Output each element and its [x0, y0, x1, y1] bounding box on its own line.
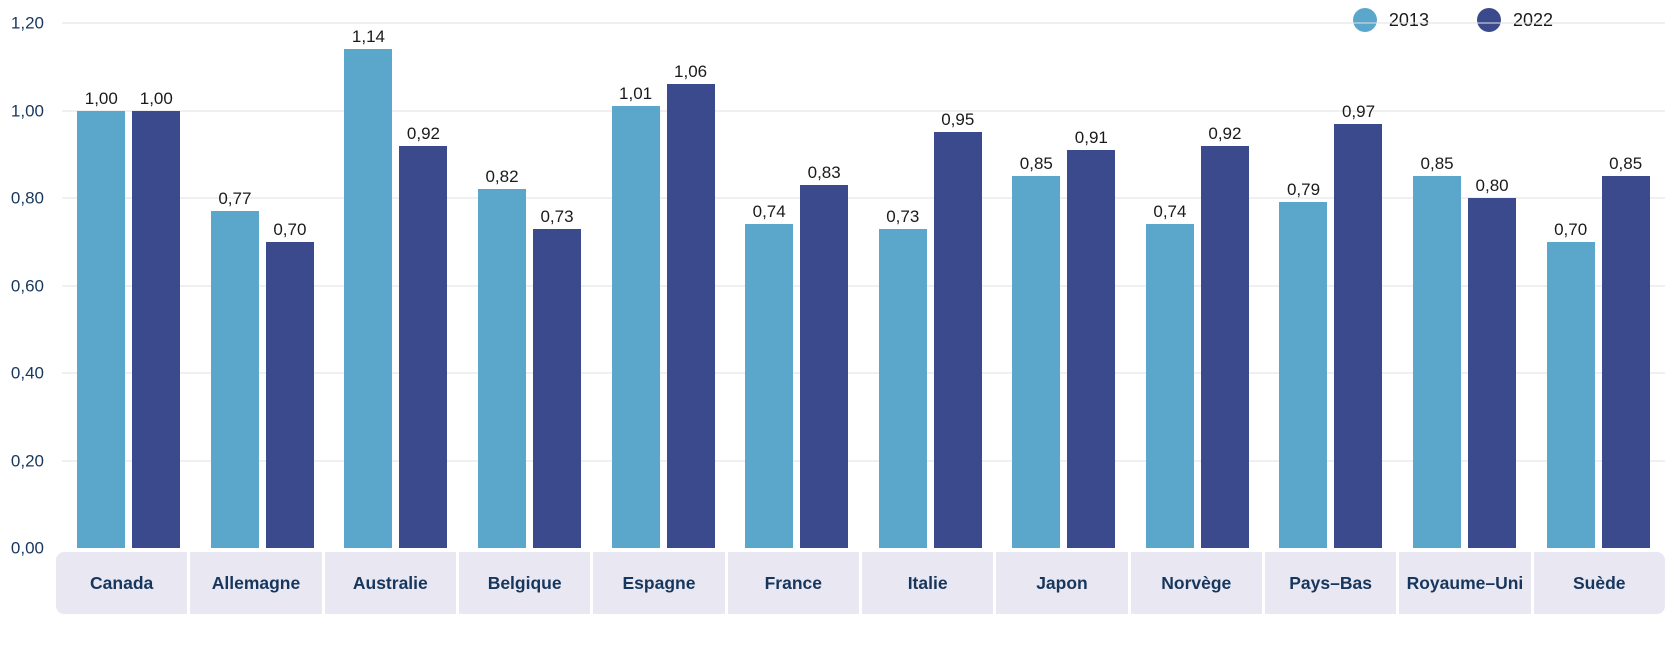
y-tick-label: 0,00 — [10, 538, 44, 558]
bar-value-label: 0,85 — [1609, 154, 1643, 174]
bar-group: 0,85 0,91 — [997, 23, 1131, 548]
bar-value-label: 0,97 — [1341, 101, 1376, 121]
legend: 2013 2022 — [1352, 8, 1553, 32]
bar-value-label: 0,85 — [1019, 154, 1053, 174]
y-tick-label: 0,20 — [10, 451, 44, 470]
bar-value-label: 0,80 — [1475, 176, 1509, 195]
bar-2013: 1,14 — [344, 28, 393, 548]
bar-2022: 0,85 — [1601, 155, 1650, 548]
legend-item-2022: 2022 — [1476, 8, 1553, 32]
category-label: Belgique — [458, 552, 591, 614]
bar-2022: 0,73 — [533, 208, 582, 548]
bars-container: 1,00 1,00 0,77 0,70 1,14 0,92 0,82 0,73 1,01 1,06… — [62, 23, 1665, 548]
bar-group: 0,85 0,80 — [1398, 23, 1532, 548]
bar-2013: 1,01 — [611, 85, 660, 548]
gridline — [62, 197, 1665, 199]
bar-2013: 0,85 — [1012, 155, 1061, 548]
category-label: Italie — [861, 552, 994, 614]
bar-value-label: 0,70 — [273, 219, 307, 239]
bar-group: 0,79 0,97 — [1264, 23, 1398, 548]
bar-group: 1,00 1,00 — [62, 23, 196, 548]
gridline — [62, 22, 1665, 24]
bar-group: 0,73 0,95 — [863, 23, 997, 548]
gridline — [62, 460, 1665, 461]
y-tick-label: 1,20 — [10, 13, 44, 33]
bar-2013: 0,79 — [1279, 181, 1328, 548]
bar-group: 1,14 0,92 — [329, 23, 463, 548]
category-label: Japon — [996, 552, 1128, 614]
bar-2013: 0,74 — [745, 203, 794, 548]
bar-value-label: 0,74 — [1153, 202, 1187, 222]
category-label: Pays–Bas — [1264, 552, 1397, 614]
bar-value-label: 1,14 — [351, 27, 385, 47]
bar-value-label: 0,74 — [752, 202, 786, 222]
y-tick-label: 0,60 — [10, 276, 44, 295]
y-tick-label: 0,80 — [10, 188, 44, 208]
bar-value-label: 1,01 — [619, 84, 653, 104]
bar-value-label: 0,73 — [540, 206, 574, 226]
category-label: Australie — [324, 552, 456, 614]
legend-label: 2013 — [1388, 9, 1429, 30]
category-label: Royaume–Uni — [1399, 552, 1531, 614]
bar-2022: 1,00 — [132, 90, 181, 548]
bar-group: 0,70 0,85 — [1531, 23, 1665, 548]
category-label: Norvège — [1130, 552, 1262, 614]
category-label: Allemagne — [190, 552, 322, 614]
category-label: Canada — [56, 552, 188, 614]
bar-value-label: 0,85 — [1420, 154, 1454, 174]
plot-area: 1,00 1,00 0,77 0,70 1,14 0,92 0,82 0,73 1,01 1,06… — [62, 22, 1665, 548]
bar-value-label: 1,06 — [674, 62, 708, 82]
bar-2022: 0,92 — [1200, 125, 1249, 548]
bar-2022: 0,97 — [1334, 103, 1383, 548]
bar-value-label: 0,82 — [485, 167, 519, 187]
bar-2013: 1,00 — [77, 90, 126, 548]
bar-group: 0,82 0,73 — [463, 23, 597, 548]
legend-dot-icon — [1476, 8, 1501, 32]
bar-value-label: 1,00 — [84, 88, 118, 108]
bar-group: 0,77 0,70 — [196, 23, 330, 548]
bar-2022: 1,06 — [666, 63, 715, 548]
bar-value-label: 0,70 — [1554, 219, 1588, 239]
y-tick-label: 0,40 — [10, 363, 44, 383]
x-axis-category-band: Canada Allemagne Australie Belgique Espagne F… — [56, 552, 1665, 614]
bar-group: 1,01 1,06 — [596, 23, 730, 548]
bar-2022: 0,80 — [1468, 177, 1517, 548]
bar-2022: 0,70 — [265, 221, 314, 548]
bar-2022: 0,91 — [1067, 129, 1116, 548]
bar-value-label: 0,92 — [1208, 123, 1242, 143]
bar-value-label: 0,73 — [886, 206, 920, 226]
bar-2013: 0,85 — [1413, 155, 1462, 548]
bar-2013: 0,82 — [478, 168, 527, 548]
bar-value-label: 0,92 — [406, 123, 440, 143]
category-label: Suède — [1533, 552, 1665, 614]
category-label: France — [727, 552, 859, 614]
bar-value-label: 0,95 — [941, 110, 975, 130]
bar-group: 0,74 0,92 — [1131, 23, 1265, 548]
legend-dot-icon — [1352, 8, 1377, 32]
gridline — [62, 110, 1665, 111]
bar-2022: 0,95 — [933, 111, 982, 548]
y-axis: 0,00 0,20 0,40 0,60 0,80 1,00 1,20 — [0, 15, 52, 557]
category-label: Espagne — [593, 552, 725, 614]
bar-value-label: 0,83 — [807, 162, 841, 182]
bar-2013: 0,77 — [210, 190, 259, 548]
y-tick-label: 1,00 — [10, 101, 44, 120]
bar-value-label: 0,77 — [218, 189, 252, 209]
legend-label: 2022 — [1512, 9, 1553, 30]
legend-item-2013: 2013 — [1352, 8, 1429, 32]
bar-2013: 0,73 — [878, 208, 927, 548]
bar-value-label: 0,79 — [1286, 180, 1321, 200]
gridline — [62, 285, 1665, 286]
bar-value-label: 0,91 — [1074, 127, 1108, 147]
gridline — [62, 372, 1665, 374]
bar-2013: 0,70 — [1546, 221, 1595, 548]
bar-2022: 0,92 — [399, 125, 448, 548]
bar-group: 0,74 0,83 — [730, 23, 864, 548]
bar-2022: 0,83 — [800, 164, 849, 548]
bar-2013: 0,74 — [1145, 203, 1194, 548]
bar-value-label: 1,00 — [139, 88, 173, 108]
